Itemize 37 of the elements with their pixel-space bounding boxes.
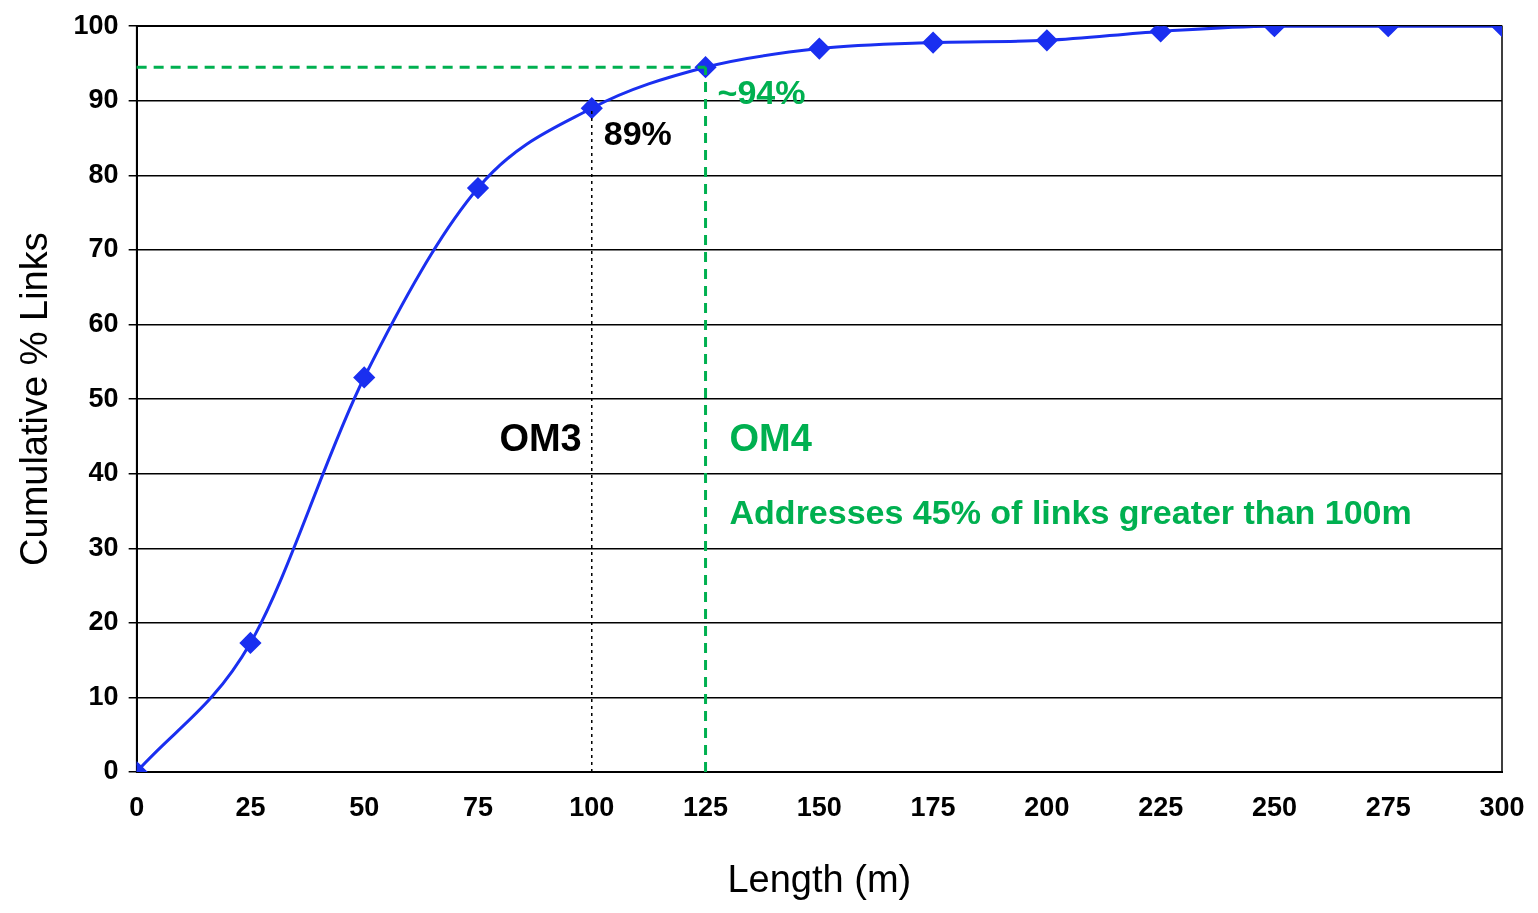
annotation: 89% bbox=[603, 113, 672, 152]
point bbox=[581, 97, 603, 119]
x-tick-label: 225 bbox=[1138, 791, 1184, 822]
y-axis-title: Cumulative % Links bbox=[13, 232, 56, 566]
x-axis-title: Length (m) bbox=[727, 857, 912, 900]
x-tick-label: 250 bbox=[1251, 791, 1297, 822]
point bbox=[467, 177, 489, 199]
x-tick-label: 150 bbox=[796, 791, 842, 822]
x-tick-label: 75 bbox=[462, 791, 494, 822]
y-tick-label: 100 bbox=[73, 9, 119, 40]
annotation: Addresses 45% of links greater than 100m bbox=[729, 493, 1412, 532]
y-tick-label: 60 bbox=[88, 307, 119, 338]
x-tick-label: 300 bbox=[1479, 791, 1525, 822]
point bbox=[1036, 29, 1058, 51]
x-tick-label: 100 bbox=[569, 791, 615, 822]
y-tick-label: 30 bbox=[88, 531, 119, 562]
y-tick-label: 0 bbox=[103, 755, 119, 786]
x-tick-label: 25 bbox=[235, 791, 266, 822]
y-tick-label: 20 bbox=[88, 606, 119, 637]
y-tick-label: 10 bbox=[88, 680, 119, 711]
x-tick-label: 50 bbox=[349, 791, 380, 822]
ref-line-label: OM3 bbox=[499, 416, 582, 459]
x-tick-label: 175 bbox=[910, 791, 956, 822]
x-tick-label: 200 bbox=[1024, 791, 1070, 822]
y-tick-label: 50 bbox=[88, 382, 119, 413]
y-tick-label: 40 bbox=[88, 457, 119, 488]
point bbox=[353, 366, 375, 388]
y-tick-label: 90 bbox=[88, 84, 119, 115]
point bbox=[808, 38, 830, 60]
x-tick-label: 275 bbox=[1365, 791, 1411, 822]
y-tick-label: 70 bbox=[88, 233, 119, 264]
ref-line-label: OM4 bbox=[729, 416, 812, 459]
point bbox=[239, 632, 261, 654]
y-tick-label: 80 bbox=[88, 158, 119, 189]
x-tick-label: 0 bbox=[129, 791, 145, 822]
x-tick-label: 125 bbox=[683, 791, 729, 822]
point bbox=[922, 32, 944, 54]
